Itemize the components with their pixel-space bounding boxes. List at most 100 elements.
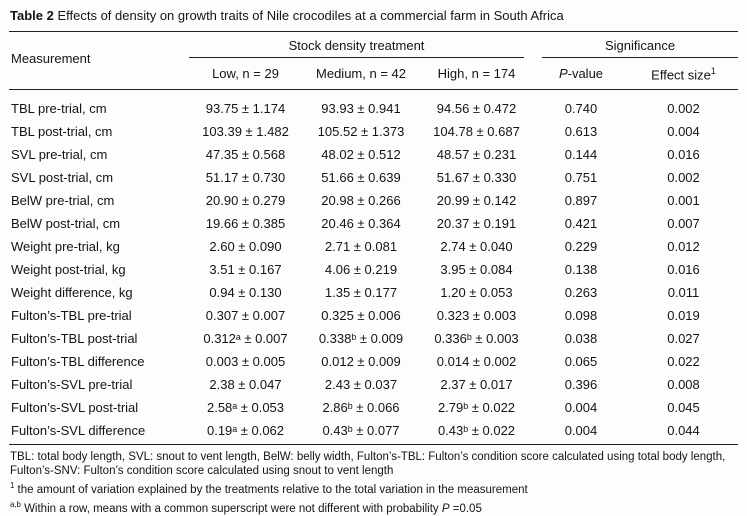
footnote-marker-ab: a,b xyxy=(10,500,21,510)
footnote-marker-1: 1 xyxy=(10,481,15,491)
footnote-effect-size: 1 the amount of variation explained by t… xyxy=(10,481,528,497)
table-caption: Table 2 Effects of density on growth tra… xyxy=(9,8,738,24)
cell-high: 94.56 ± 0.472 xyxy=(436,101,517,117)
cell-p-value: 0.263 xyxy=(564,285,598,301)
cell-effect-size: 0.012 xyxy=(667,239,700,255)
cell-low: 0.312ᵃ ± 0.007 xyxy=(203,331,288,347)
table-row: Weight post-trial, kg 3.51 ± 0.167 4.06 ± … xyxy=(9,258,738,281)
cell-effect-size: 0.008 xyxy=(667,377,700,393)
cell-high: 20.99 ± 0.142 xyxy=(436,193,517,209)
cell-p-value: 0.144 xyxy=(564,147,598,163)
table-row: Fulton’s-TBL difference 0.003 ± 0.005 0.01… xyxy=(9,350,738,373)
cell-p-value: 0.897 xyxy=(564,193,598,209)
table-row: TBL pre-trial, cm 93.75 ± 1.174 93.93 ± 0.… xyxy=(9,90,738,121)
cell-measurement: Fulton’s-SVL post-trial xyxy=(11,400,139,416)
cell-high: 104.78 ± 0.687 xyxy=(433,124,520,140)
cell-effect-size: 0.001 xyxy=(667,193,700,209)
table-label: Table 2 xyxy=(10,8,54,23)
cell-p-value: 0.098 xyxy=(564,308,598,324)
cell-high: 0.323 ± 0.003 xyxy=(436,308,517,324)
table-row: TBL post-trial, cm 103.39 ± 1.482 105.52 ±… xyxy=(9,120,738,143)
cell-high: 2.37 ± 0.017 xyxy=(440,377,513,393)
table-row: Fulton’s-SVL pre-trial 2.38 ± 0.047 2.43 ±… xyxy=(9,373,738,396)
cell-p-value: 0.740 xyxy=(564,101,598,117)
cell-p-value: 0.421 xyxy=(564,216,598,232)
cell-medium: 4.06 ± 0.219 xyxy=(324,262,398,278)
cell-medium: 105.52 ± 1.373 xyxy=(317,124,405,140)
cell-low: 51.17 ± 0.730 xyxy=(205,170,286,186)
cell-high: 2.74 ± 0.040 xyxy=(440,239,513,255)
stock-density-group-label: Stock density treatment xyxy=(189,32,524,58)
group-header-row: Measurement Stock density treatment Sign… xyxy=(9,32,739,66)
cell-low: 93.75 ± 1.174 xyxy=(205,101,286,117)
significance-group-label: Significance xyxy=(542,32,739,58)
cell-low: 0.003 ± 0.005 xyxy=(205,354,286,370)
cell-medium: 20.46 ± 0.364 xyxy=(321,216,401,232)
cell-measurement: BelW pre-trial, cm xyxy=(11,193,115,209)
table-row: Fulton’s-TBL pre-trial 0.307 ± 0.007 0.325… xyxy=(9,304,738,327)
table-row: Weight difference, kg 0.94 ± 0.130 1.35 ± … xyxy=(9,281,738,304)
cell-low: 103.39 ± 1.482 xyxy=(202,124,289,140)
cell-high: 20.37 ± 0.191 xyxy=(436,216,517,232)
cell-effect-size: 0.002 xyxy=(667,170,700,186)
cell-measurement: Fulton’s-TBL difference xyxy=(11,354,145,370)
table-header: Measurement Stock density treatment Sign… xyxy=(9,32,739,90)
cell-p-value: 0.229 xyxy=(564,239,598,255)
cell-effect-size: 0.044 xyxy=(667,423,700,439)
column-header-p-value: P-value xyxy=(558,65,604,81)
cell-p-value: 0.038 xyxy=(564,331,598,347)
footnote-abbreviations: TBL: total body length, SVL: snout to ve… xyxy=(10,451,726,478)
cell-p-value: 0.751 xyxy=(564,170,598,186)
column-header-high: High, n = 174 xyxy=(437,65,516,81)
cell-high: 3.95 ± 0.084 xyxy=(440,262,513,278)
cell-p-value: 0.004 xyxy=(564,400,598,416)
table-row: SVL pre-trial, cm 47.35 ± 0.568 48.02 ± 0.… xyxy=(9,143,738,166)
cell-p-value: 0.613 xyxy=(564,124,598,140)
cell-high: 0.336ᵇ ± 0.003 xyxy=(434,331,519,347)
cell-medium: 2.71 ± 0.081 xyxy=(324,239,398,255)
cell-measurement: Weight pre-trial, kg xyxy=(11,239,120,255)
column-header-effect-size: Effect size1 xyxy=(651,66,716,83)
cell-low: 2.38 ± 0.047 xyxy=(209,377,282,393)
cell-medium: 20.98 ± 0.266 xyxy=(321,193,401,209)
cell-high: 2.79ᵇ ± 0.022 xyxy=(437,400,516,416)
cell-low: 0.19ᵃ ± 0.062 xyxy=(206,423,285,439)
cell-low: 3.51 ± 0.167 xyxy=(209,262,282,278)
cell-measurement: TBL post-trial, cm xyxy=(11,124,113,140)
cell-low: 2.60 ± 0.090 xyxy=(209,239,282,255)
cell-measurement: Fulton’s-SVL pre-trial xyxy=(11,377,133,393)
cell-low: 2.58ᵃ ± 0.053 xyxy=(206,400,285,416)
results-table: Measurement Stock density treatment Sign… xyxy=(9,31,739,445)
table-row: BelW post-trial, cm 19.66 ± 0.385 20.46 ± … xyxy=(9,212,738,235)
cell-high: 0.014 ± 0.002 xyxy=(436,354,517,370)
cell-low: 20.90 ± 0.279 xyxy=(205,193,286,209)
cell-medium: 2.86ᵇ ± 0.066 xyxy=(322,400,400,416)
cell-measurement: Weight difference, kg xyxy=(11,285,133,301)
cell-measurement: Weight post-trial, kg xyxy=(11,262,126,278)
column-header-low: Low, n = 29 xyxy=(212,65,279,81)
table-title: Effects of density on growth traits of N… xyxy=(53,8,564,23)
table-footnotes: TBL: total body length, SVL: snout to ve… xyxy=(9,445,738,516)
table-row: SVL post-trial, cm 51.17 ± 0.730 51.66 ± 0… xyxy=(9,166,738,189)
cell-medium: 0.43ᵇ ± 0.077 xyxy=(322,423,400,439)
cell-effect-size: 0.016 xyxy=(667,147,700,163)
cell-medium: 51.66 ± 0.639 xyxy=(321,170,401,186)
cell-measurement: Fulton’s-SVL difference xyxy=(11,423,146,439)
column-header-measurement: Measurement xyxy=(11,51,91,67)
cell-effect-size: 0.011 xyxy=(667,285,700,301)
cell-low: 0.94 ± 0.130 xyxy=(209,285,282,301)
cell-high: 0.43ᵇ ± 0.022 xyxy=(437,423,516,439)
cell-effect-size: 0.045 xyxy=(667,400,700,416)
cell-measurement: SVL pre-trial, cm xyxy=(11,147,108,163)
cell-measurement: Fulton’s-TBL pre-trial xyxy=(11,308,132,324)
cell-high: 51.67 ± 0.330 xyxy=(436,170,517,186)
table-body: TBL pre-trial, cm 93.75 ± 1.174 93.93 ± 0.… xyxy=(9,90,739,445)
cell-medium: 0.012 ± 0.009 xyxy=(321,354,401,370)
cell-effect-size: 0.019 xyxy=(667,308,700,324)
cell-effect-size: 0.027 xyxy=(667,331,700,347)
footnote-superscripts: a,b Within a row, means with a common su… xyxy=(10,500,482,515)
table-row: Fulton’s-SVL difference 0.19ᵃ ± 0.062 0.43… xyxy=(9,419,738,445)
cell-low: 19.66 ± 0.385 xyxy=(205,216,286,232)
cell-effect-size: 0.002 xyxy=(667,101,700,117)
